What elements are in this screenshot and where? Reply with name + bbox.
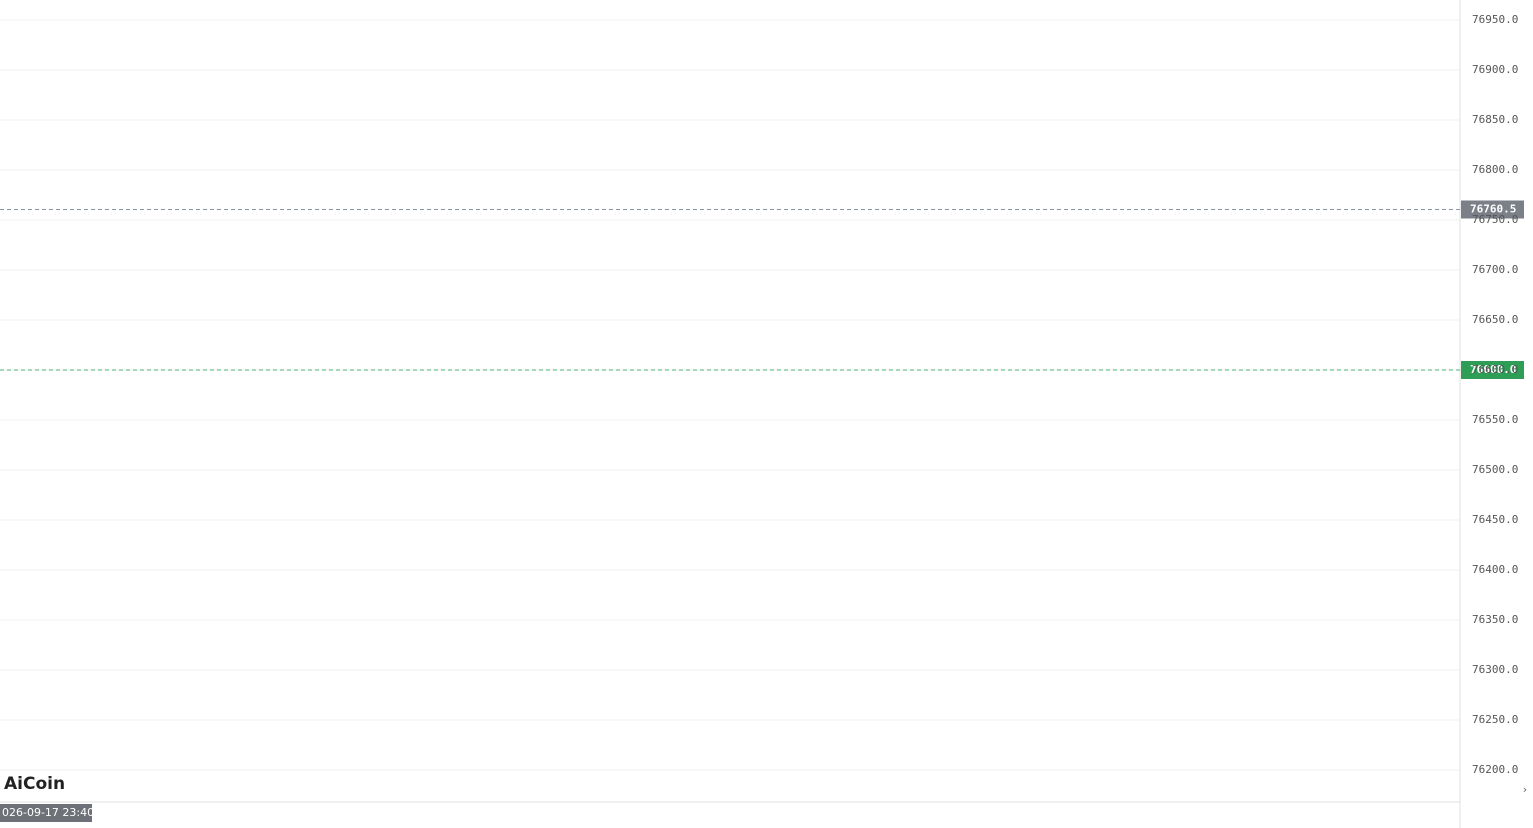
crosshair-price-box <box>1461 200 1524 219</box>
crosshair-price-label: 76760.5 <box>1470 203 1516 216</box>
y-tick-label: 76600.0 <box>1472 363 1518 376</box>
y-tick-label: 76350.0 <box>1472 613 1518 626</box>
last-price-box <box>1461 361 1524 379</box>
y-tick-label: 76250.0 <box>1472 713 1518 726</box>
y-tick-label: 76700.0 <box>1472 263 1518 276</box>
y-tick-label: 76400.0 <box>1472 563 1518 576</box>
y-tick-label: 76650.0 <box>1472 313 1518 326</box>
crosshair-time-box <box>0 804 92 822</box>
y-tick-label: 76300.0 <box>1472 663 1518 676</box>
crosshair-time-label: 026-09-17 23:40 <box>2 806 94 819</box>
y-tick-label: 76900.0 <box>1472 63 1518 76</box>
y-tick-label: 76850.0 <box>1472 113 1518 126</box>
y-tick-label: 76800.0 <box>1472 163 1518 176</box>
y-tick-label: 76200.0 <box>1472 763 1518 776</box>
y-tick-label: 76950.0 <box>1472 13 1518 26</box>
y-tick-label: 76550.0 <box>1472 413 1518 426</box>
y-tick-label: 76450.0 <box>1472 513 1518 526</box>
logo: AiCoin <box>4 774 65 794</box>
y-tick-label: 76750.0 <box>1472 213 1518 226</box>
scroll-arrow[interactable]: › <box>1523 783 1527 796</box>
last-price-label: 76600.0 <box>1470 363 1516 376</box>
y-tick-label: 76500.0 <box>1472 463 1518 476</box>
